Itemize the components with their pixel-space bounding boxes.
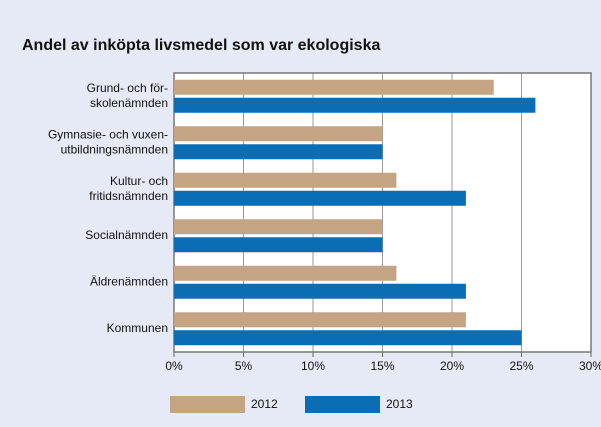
legend-swatch (305, 396, 380, 413)
y-tick-label: Kultur- och fritidsnämnden (89, 174, 168, 203)
x-tick-label: 5% (235, 359, 253, 373)
y-tick-label: Kommunen (107, 321, 168, 335)
y-tick-label-line: Socialnämnden (85, 228, 168, 242)
legend-label: 2012 (251, 397, 278, 411)
legend-swatch (170, 396, 245, 413)
x-tick-label: 30% (579, 359, 601, 373)
bar (174, 126, 383, 142)
x-tick-label: 10% (301, 359, 325, 373)
bar (174, 219, 383, 235)
chart-title: Andel av inköpta livsmedel som var ekolo… (22, 37, 380, 54)
bar (174, 237, 383, 253)
bar (174, 265, 397, 281)
bar (174, 312, 466, 328)
bar (174, 283, 466, 299)
y-tick-label-line: skolenämnden (90, 96, 168, 110)
y-tick-label-line: fritidsnämnden (89, 189, 168, 203)
y-tick-label-line: Gymnasie- och vuxen- (48, 127, 168, 141)
y-tick-label-line: Grund- och för- (87, 81, 168, 95)
x-tick-label: 25% (509, 359, 533, 373)
legend-label: 2013 (386, 397, 413, 411)
y-tick-label: Äldrenämnden (90, 274, 168, 288)
y-tick-label: Socialnämnden (85, 228, 168, 242)
bar (174, 97, 536, 113)
bar (174, 330, 522, 346)
y-tick-label: Gymnasie- och vuxen-utbildningsnämnden (48, 127, 168, 156)
bar (174, 144, 383, 160)
y-tick-label-line: Kultur- och (110, 174, 168, 188)
y-tick-label: Grund- och för-skolenämnden (87, 81, 168, 110)
bar (174, 190, 466, 206)
bar (174, 172, 397, 188)
y-tick-label-line: utbildningsnämnden (61, 142, 168, 156)
x-tick-label: 0% (165, 359, 183, 373)
x-tick-label: 20% (440, 359, 464, 373)
y-tick-label-line: Äldrenämnden (90, 274, 168, 288)
plot-frame (173, 72, 592, 353)
x-tick-label: 15% (370, 359, 394, 373)
y-tick-label-line: Kommunen (107, 321, 168, 335)
bar (174, 79, 494, 95)
